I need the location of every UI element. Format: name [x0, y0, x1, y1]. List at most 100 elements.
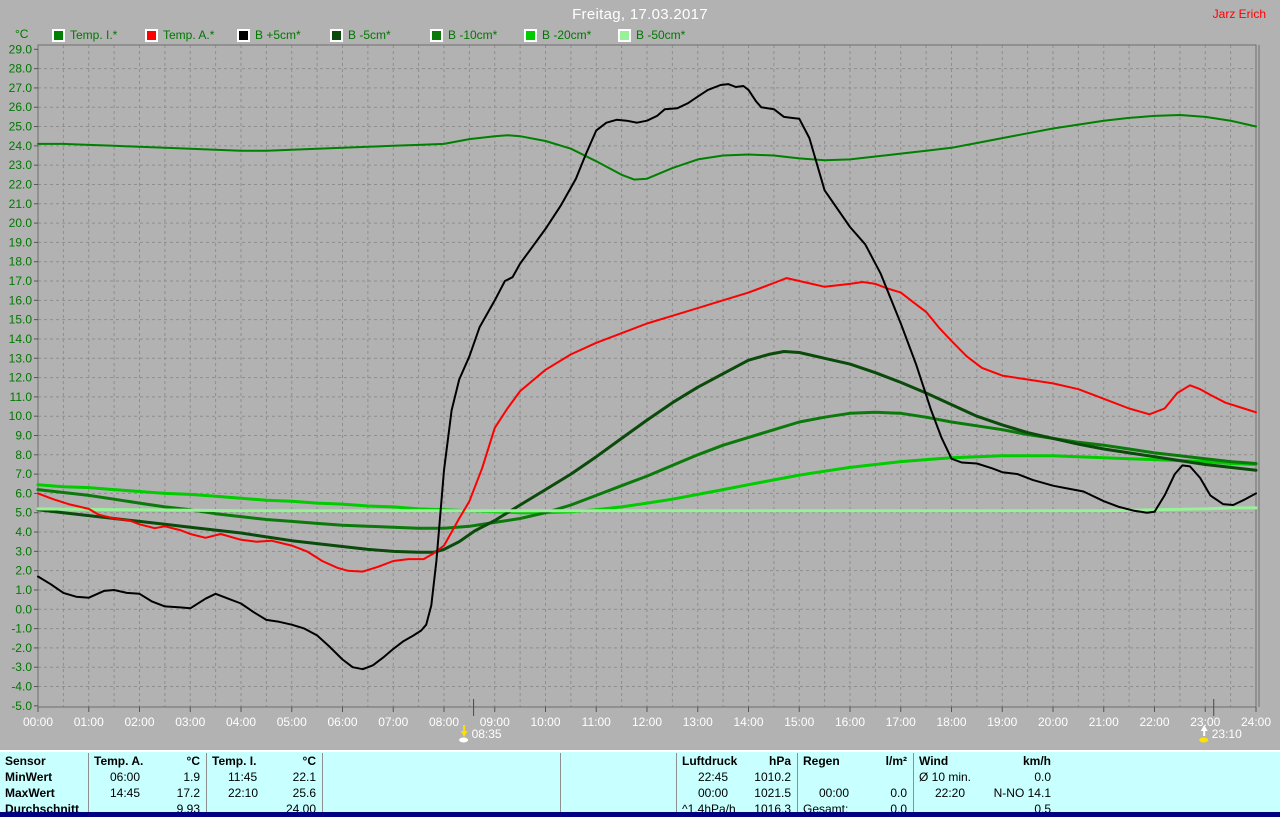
- legend-item-TempA[interactable]: Temp. A.*: [145, 28, 214, 42]
- legend-label: B -50cm*: [636, 28, 686, 42]
- table-divider: [88, 753, 89, 812]
- stat-time: 11:45: [228, 770, 258, 784]
- y-axis-unit-label: °C: [15, 27, 29, 41]
- stat-value: 1021.5: [754, 786, 791, 800]
- y-tick-label: 4.0: [15, 525, 32, 539]
- y-tick-label: 22.0: [9, 177, 33, 191]
- legend-label: Temp. I.*: [70, 28, 118, 42]
- x-tick-label: 03:00: [175, 715, 205, 729]
- stat-time: 22:45: [698, 770, 729, 784]
- y-tick-label: 10.0: [9, 409, 33, 423]
- legend-item-TempI[interactable]: Temp. I.*: [52, 28, 117, 42]
- legend-swatch-icon: [618, 28, 631, 42]
- sunrise-icon: [459, 725, 469, 743]
- stat-value: N-NO 14.1: [993, 786, 1051, 800]
- row-label: MinWert: [5, 770, 53, 784]
- y-tick-label: 27.0: [9, 81, 33, 95]
- legend-swatch-icon: [237, 28, 250, 42]
- temperature-chart: -5.0 -4.0 -3.0 -2.0 -1.0 0.0 1.0 2.0 3.0 4.0 5.0 6.…: [9, 42, 1271, 743]
- y-tick-label: 23.0: [9, 158, 33, 172]
- x-tick-label: 22:00: [1139, 715, 1169, 729]
- legend-label: B -5cm*: [348, 28, 391, 42]
- legend-label: B +5cm*: [255, 28, 301, 42]
- y-tick-label: 17.0: [9, 274, 33, 288]
- stat-time: 00:00: [819, 786, 850, 800]
- x-tick-label: 09:00: [480, 715, 510, 729]
- sensor-name: Regen: [803, 754, 840, 768]
- y-tick-label: 14.0: [9, 332, 33, 346]
- stat-value: 0.0: [890, 786, 907, 800]
- stat-value: 25.6: [292, 786, 316, 800]
- x-tick-label: 04:00: [226, 715, 256, 729]
- y-tick-label: 11.0: [10, 390, 33, 404]
- sensor-unit: hPa: [768, 754, 791, 768]
- x-tick-label: 17:00: [886, 715, 916, 729]
- statistics-table: Sensor MinWert MaxWert Durchschnitt Temp. A.…: [0, 750, 1280, 816]
- y-tick-label: 19.0: [9, 235, 33, 249]
- stat-value: 22.1: [292, 770, 316, 784]
- x-tick-label: 12:00: [632, 715, 662, 729]
- y-tick-label: -2.0: [11, 641, 32, 655]
- y-tick-label: 0.0: [15, 602, 32, 616]
- x-tick-label: 10:00: [530, 715, 560, 729]
- y-tick-label: 28.0: [9, 62, 33, 76]
- row-label: MaxWert: [5, 786, 55, 800]
- table-divider: [206, 753, 207, 812]
- y-tick-label: -1.0: [11, 622, 32, 636]
- stat-time: Ø 10 min.: [919, 770, 972, 784]
- row-label: Sensor: [5, 754, 46, 768]
- user-name-label: Jarz Erich: [1212, 7, 1266, 21]
- x-tick-label: 06:00: [327, 715, 357, 729]
- x-tick-label: 07:00: [378, 715, 408, 729]
- table-divider: [913, 753, 914, 812]
- sunset-time-label: 23:10: [1212, 727, 1242, 741]
- y-tick-label: 24.0: [9, 139, 33, 153]
- y-tick-label: 21.0: [9, 197, 33, 211]
- series-B-5cm: [36, 350, 1258, 554]
- x-tick-label: 02:00: [124, 715, 154, 729]
- x-tick-label: 23:00: [1190, 715, 1220, 729]
- sensor-name: Luftdruck: [682, 754, 738, 768]
- table-divider: [797, 753, 798, 812]
- y-tick-label: 16.0: [9, 293, 33, 307]
- series-TempA: [37, 277, 1257, 573]
- y-tick-label: 8.0: [15, 448, 32, 462]
- x-tick-label: 15:00: [784, 715, 814, 729]
- series-B-50cm: [36, 506, 1258, 513]
- x-tick-label: 13:00: [683, 715, 713, 729]
- sensor-unit: °C: [302, 754, 316, 768]
- stat-value: 1010.2: [754, 770, 791, 784]
- legend-item-B-5cm[interactable]: B -5cm*: [330, 28, 391, 42]
- y-tick-label: 7.0: [15, 467, 32, 481]
- stat-value: 0.0: [1034, 770, 1051, 784]
- y-tick-label: -3.0: [11, 660, 32, 674]
- sunset-icon: [1199, 725, 1209, 743]
- table-divider: [560, 753, 561, 812]
- x-tick-label: 01:00: [74, 715, 104, 729]
- sensor-name: Wind: [919, 754, 949, 768]
- legend-label: B -20cm*: [542, 28, 592, 42]
- x-tick-label: 21:00: [1089, 715, 1119, 729]
- x-tick-label: 20:00: [1038, 715, 1068, 729]
- x-tick-label: 24:00: [1241, 715, 1271, 729]
- x-tick-label: 14:00: [733, 715, 763, 729]
- sensor-name: Temp. I.: [212, 754, 257, 768]
- legend-item-B-10cm[interactable]: B -10cm*: [430, 28, 497, 42]
- x-tick-label: 16:00: [835, 715, 865, 729]
- y-tick-label: 18.0: [9, 255, 33, 269]
- stat-time: 06:00: [110, 770, 141, 784]
- y-tick-label: 15.0: [9, 313, 33, 327]
- legend-item-B+5cm[interactable]: B +5cm*: [237, 28, 301, 42]
- table-divider: [322, 753, 323, 812]
- sensor-unit: l/m²: [885, 754, 907, 768]
- y-tick-label: 1.0: [15, 583, 32, 597]
- legend-item-B-50cm[interactable]: B -50cm*: [618, 28, 685, 42]
- legend-item-B-20cm[interactable]: B -20cm*: [524, 28, 591, 42]
- y-tick-label: 20.0: [9, 216, 33, 230]
- page-title: Freitag, 17.03.2017: [572, 6, 708, 23]
- y-tick-label: 2.0: [15, 564, 32, 578]
- stat-value: 17.2: [176, 786, 200, 800]
- x-tick-label: 18:00: [936, 715, 966, 729]
- stat-time: 14:45: [110, 786, 141, 800]
